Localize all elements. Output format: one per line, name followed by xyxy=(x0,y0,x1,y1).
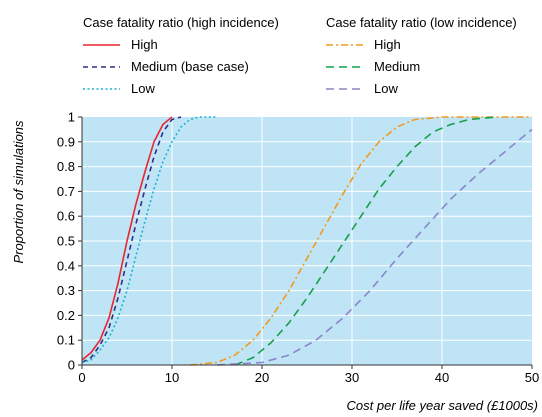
y-tick-label: 1 xyxy=(68,110,75,125)
y-tick-label: 0 xyxy=(68,358,75,373)
legend-title-2: Case fatality ratio (low incidence) xyxy=(326,15,517,30)
y-tick-label: 0.7 xyxy=(57,184,75,199)
x-tick-label: 30 xyxy=(345,370,359,385)
legend-entry-label: Low xyxy=(131,81,155,96)
series-line-5 xyxy=(234,116,497,366)
series-lines xyxy=(81,116,533,366)
series-line-6 xyxy=(216,128,533,366)
y-tick-label: 0.9 xyxy=(57,134,75,149)
series-line-3 xyxy=(81,116,217,364)
y-tick-label: 0.6 xyxy=(57,209,75,224)
grid xyxy=(82,117,532,365)
legend-title-1: Case fatality ratio (high incidence) xyxy=(83,15,279,30)
axes: 0 10 20 30 40 50 0 0.1 0.2 0.3 0.4 0.5 0.6 0.7 0.8 0.9 1 xyxy=(57,110,539,386)
x-tick-label: 0 xyxy=(78,370,85,385)
x-tick-label: 50 xyxy=(525,370,539,385)
y-axis-label: Proportion of simulations xyxy=(11,120,26,264)
x-tick-label: 10 xyxy=(165,370,179,385)
x-tick-label: 40 xyxy=(435,370,449,385)
legend-entry-label: High xyxy=(131,37,158,52)
series-line-4 xyxy=(189,116,532,366)
legend-entry-label: High xyxy=(374,37,401,52)
legend: Case fatality ratio (high incidence) High… xyxy=(83,15,517,96)
y-tick-label: 0.3 xyxy=(57,283,75,298)
legend-entry-label: Low xyxy=(374,81,398,96)
y-tick-label: 0.5 xyxy=(57,234,75,249)
x-tick-label: 20 xyxy=(255,370,269,385)
series-line-1 xyxy=(81,116,173,361)
y-tick-label: 0.2 xyxy=(57,308,75,323)
legend-entry-label: Medium xyxy=(374,59,420,74)
y-tick-label: 0.8 xyxy=(57,159,75,174)
y-tick-label: 0.1 xyxy=(57,333,75,348)
x-axis-label: Cost per life year saved (£1000s) xyxy=(347,398,538,413)
legend-entry-label: Medium (base case) xyxy=(131,59,249,74)
y-tick-label: 0.4 xyxy=(57,258,75,273)
